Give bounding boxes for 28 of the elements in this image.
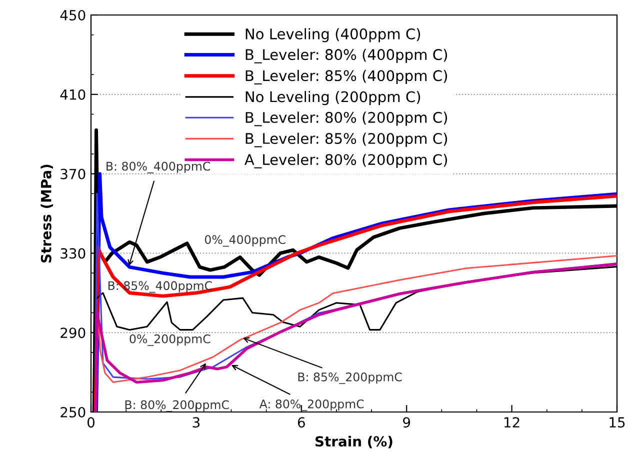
annotation: B: 85%_200ppmC (298, 372, 402, 384)
legend-label: No Leveling (200ppm C) (246, 90, 420, 106)
y-tick-label: 410 (60, 89, 86, 100)
annotation: B: 80%_400ppmC (106, 162, 210, 174)
y-tick-label: 370 (60, 168, 86, 180)
x-tick-label: 15 (610, 417, 625, 428)
y-axis-title: Stress (MPa) (40, 164, 54, 262)
y-tick-label: 250 (60, 406, 86, 418)
x-axis-title: Strain (%) (316, 436, 392, 448)
legend-label: No Leveling (400ppm C) (246, 28, 420, 42)
annotation: A: 80%_200ppmC (259, 399, 364, 412)
annotation: 0%_400ppmC (204, 235, 286, 247)
annotation: B: 80%_200ppmC (125, 400, 229, 412)
x-tick-label: 0 (87, 417, 94, 428)
y-tick-label: 330 (60, 248, 86, 259)
y-tick-label: 290 (60, 328, 86, 338)
x-tick-label: 6 (298, 417, 305, 428)
legend-label: B_Leveler: 80% (400ppm C) (246, 48, 448, 64)
legend-label: B_Leveler: 85% (400ppm C) (246, 70, 448, 84)
y-tick-label: 450 (60, 10, 86, 20)
annotation: B: 85%_400ppmC (108, 281, 212, 293)
annotation: 0%_200ppmC (130, 334, 210, 346)
legend-label: B_Leveler: 85% (200ppm C) (246, 132, 448, 148)
x-tick-label: 9 (403, 417, 410, 428)
x-tick-label: 3 (192, 417, 200, 428)
x-tick-label: 12 (504, 417, 520, 428)
legend-label: A_Leveler: 80% (200ppm C) (244, 154, 447, 168)
legend-label: B_Leveler: 80% (200ppm C) (246, 112, 448, 126)
